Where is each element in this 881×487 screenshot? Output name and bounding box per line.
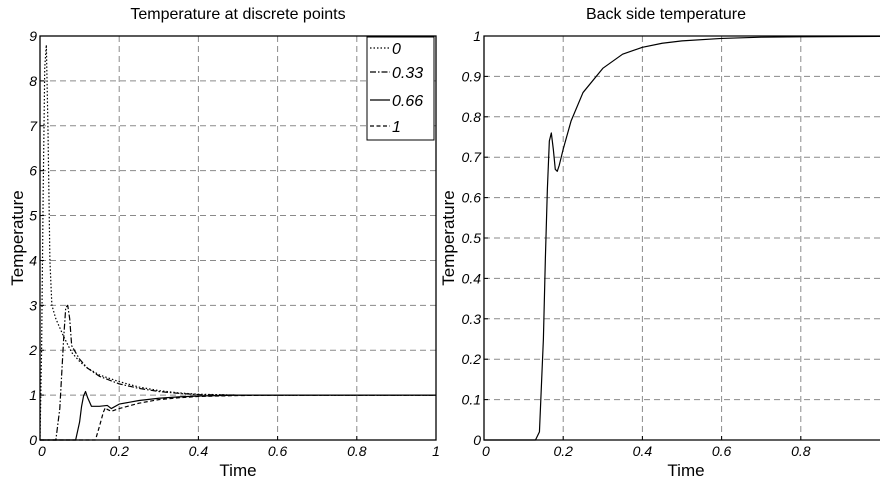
y-tick-label: 0.1: [462, 392, 481, 408]
x-axis-label: Time: [219, 461, 256, 480]
y-tick-label: 0.8: [462, 109, 482, 125]
x-tick-label: 1: [432, 443, 440, 459]
legend: 0 0.33 0.66 1: [366, 36, 435, 141]
grid-lines: [484, 36, 880, 440]
series-lines: [484, 35, 881, 441]
y-tick-label: 9: [29, 28, 37, 44]
y-tick-label: 0.6: [462, 190, 482, 206]
y-tick-label: 4: [29, 252, 37, 268]
x-tick-label: 0.4: [189, 443, 209, 459]
y-tick-label: 0.3: [462, 311, 482, 327]
y-tick-label: 0.7: [462, 149, 483, 165]
x-axis-label: Time: [667, 461, 704, 480]
series-line-0-33: [40, 304, 436, 441]
series-line-0: [39, 44, 436, 441]
y-tick-label: 0.5: [462, 230, 482, 246]
chart-title: Temperature at discrete points: [130, 6, 345, 23]
y-tick-label: 0.2: [462, 351, 482, 367]
x-tick-label: 0.6: [712, 443, 732, 459]
x-tick-label: 0: [482, 443, 490, 459]
plot-frame: [483, 35, 880, 441]
series-line-main: [484, 35, 881, 441]
y-tick-label: 1: [473, 28, 481, 44]
y-tick-label: 3: [29, 297, 37, 313]
x-tick-label: 0: [38, 443, 46, 459]
y-tick-label: 8: [29, 73, 37, 89]
legend-label-0-66: 0.66: [392, 93, 423, 110]
x-tick-label: 0.2: [553, 443, 573, 459]
legend-label-0-33: 0.33: [392, 65, 423, 82]
series-line-1: [40, 394, 436, 441]
x-tick-label: 0.4: [633, 443, 653, 459]
y-tick-label: 0.4: [462, 270, 482, 286]
y-tick-label: 5: [29, 208, 37, 224]
x-tick-label: 0.8: [347, 443, 367, 459]
x-tick-label: 0.6: [268, 443, 288, 459]
y-axis-label: Temperature: [439, 190, 458, 285]
plot-frame: [39, 35, 437, 441]
legend-label-0: 0: [392, 41, 401, 58]
y-tick-label: 0.9: [462, 68, 482, 84]
x-tick-label: 0.8: [791, 443, 811, 459]
y-tick-label: 6: [29, 163, 37, 179]
series-line-0-66: [40, 390, 436, 441]
x-tick-label: 0.2: [109, 443, 129, 459]
legend-box: [366, 36, 435, 141]
y-tick-label: 7: [29, 118, 38, 134]
chart-temperature-at-discrete-points: Temperature at discrete points Temperatu…: [8, 6, 440, 480]
series-lines: [39, 44, 436, 441]
y-axis-label: Temperature: [8, 190, 27, 285]
chart-title: Back side temperature: [586, 6, 746, 23]
y-tick-label: 2: [28, 342, 37, 358]
y-tick-label: 0: [29, 432, 37, 448]
chart-back-side-temperature: Back side temperature Temperature Time 0…: [439, 6, 881, 480]
legend-label-1: 1: [392, 119, 401, 136]
tick-labels: 0 0.1 0.2 0.3 0.4 0.5 0.6 0.7 0.8 0.9 1 0 0.2 0.4 0.6 0…: [462, 28, 811, 459]
y-tick-label: 1: [29, 387, 37, 403]
y-tick-label: 0: [473, 432, 481, 448]
